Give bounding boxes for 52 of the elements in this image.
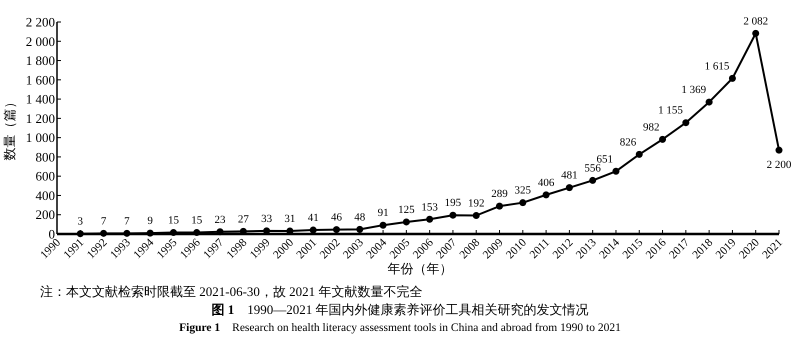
text: 注：本文文献检索时限截至 2021-06-30，故 2021 年文献数量不完全 (40, 284, 422, 299)
y-tick-label: 2 200 (26, 14, 55, 30)
y-tick-label: 800 (36, 149, 55, 164)
data-label: 1 369 (681, 84, 707, 96)
x-tick-label: 1992 (84, 236, 110, 262)
y-tick-label: 1 000 (26, 130, 55, 146)
data-label: 406 (538, 176, 555, 189)
data-label: 1 615 (704, 60, 730, 72)
data-label: 1 155 (658, 104, 684, 117)
x-axis-title: 年份（年） (388, 261, 452, 276)
data-label: 9 (147, 215, 154, 228)
y-tick-label: 600 (36, 168, 55, 184)
x-tick-label: 2011 (528, 236, 552, 262)
x-tick-label: 1999 (248, 236, 273, 262)
y-tick-label: 200 (36, 207, 55, 222)
y-tick-label: 2 000 (26, 34, 55, 49)
y-tick-label: 1 400 (26, 92, 55, 107)
data-label: 125 (398, 204, 416, 216)
data-label: 481 (561, 170, 578, 182)
data-label: 23 (214, 214, 226, 226)
data-label: 7 (100, 215, 107, 228)
data-label: 27 (238, 213, 250, 226)
data-label: 48 (354, 211, 366, 224)
y-axis-title: 数量（篇） (2, 96, 17, 160)
data-label: 46 (330, 212, 342, 224)
data-label: 3 (78, 216, 84, 228)
x-tick-label: 1991 (62, 236, 87, 262)
y-tick-label: 1 800 (26, 53, 55, 68)
data-label: 33 (261, 212, 273, 225)
data-label: 192 (468, 198, 484, 210)
data-label: 31 (284, 213, 296, 226)
data-label: 325 (514, 184, 532, 197)
y-tick-label: 1 600 (26, 72, 55, 88)
y-tick-label: 0 (48, 226, 55, 242)
data-label: 2 082 (743, 15, 768, 28)
data-label: 195 (444, 197, 462, 210)
data-label: 15 (191, 214, 203, 227)
note-at-point: 2 200 (766, 159, 792, 172)
data-label: 826 (620, 136, 637, 148)
text: 图 1 1990—2021 年国内外健康素养评价工具相关研究的发文情况 (212, 302, 588, 317)
data-label: 982 (643, 121, 660, 134)
data-label: 7 (124, 215, 130, 228)
data-label: 91 (378, 207, 389, 220)
x-tick-label: 1993 (108, 236, 134, 262)
text: Figure 1 Research on health literacy assessment tools in China and abroad from 1990 to 2021 (179, 322, 622, 334)
x-tick-label: 2021 (760, 236, 786, 262)
data-label: 289 (491, 188, 508, 200)
y-tick-label: 400 (36, 188, 55, 203)
data-label: 41 (308, 212, 319, 224)
y-tick-label: 1 200 (26, 110, 55, 126)
data-label: 153 (421, 201, 438, 214)
data-label: 15 (168, 214, 180, 227)
